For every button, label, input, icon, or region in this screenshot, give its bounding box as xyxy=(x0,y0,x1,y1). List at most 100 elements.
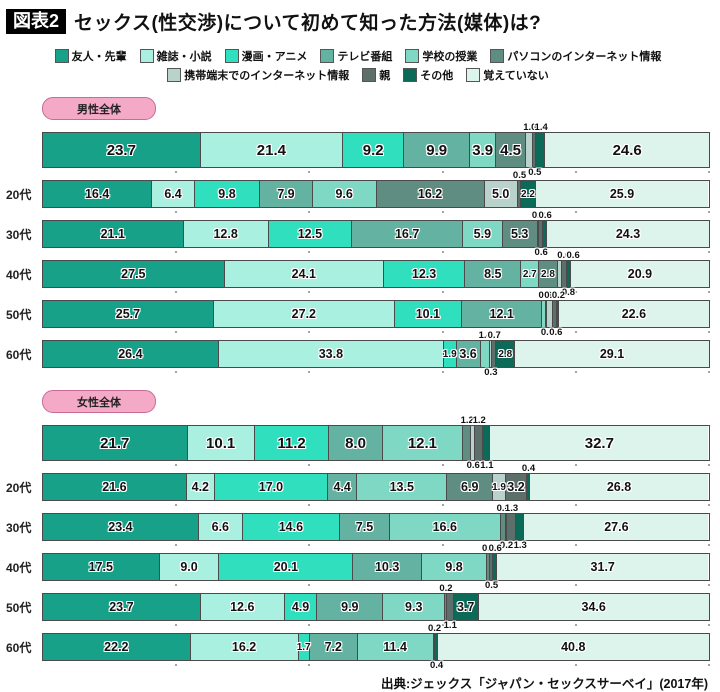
value-callout: 1.3 xyxy=(504,503,519,514)
legend-row-1: 友人・先輩 雑誌・小説 漫画・アニメ テレビ番組 学校の授業 パソコンのインターネット情報 xyxy=(54,48,661,64)
bar-segment: 4.2 xyxy=(186,474,215,500)
axis-tick xyxy=(308,544,311,546)
bar-segment: 31.7 xyxy=(497,554,709,580)
axis-tick xyxy=(175,464,178,466)
bar-segment: 23.7 xyxy=(43,133,201,167)
source-caption: 出典:ジェックス「ジャパン・セックスサーベイ」(2017年) xyxy=(380,677,708,691)
bar-segment: 9.8 xyxy=(421,554,488,580)
bar-segment: 9.9 xyxy=(317,594,384,620)
legend-label: 親 xyxy=(379,70,391,82)
value-callout: 0.6 xyxy=(488,543,502,554)
value-label: 17.5 xyxy=(88,560,113,574)
value-callout: 0.6 xyxy=(557,250,571,261)
value-label: 27.2 xyxy=(291,307,317,321)
axis-tick xyxy=(574,211,577,213)
value-label: 8.5 xyxy=(484,267,502,281)
bar-segment: 9.8 xyxy=(194,181,261,207)
bar-segment: 14.6 xyxy=(242,514,341,540)
legend-item: 親 xyxy=(362,67,390,83)
bar-segment xyxy=(532,133,537,167)
axis-tick xyxy=(574,664,577,666)
value-label: 29.1 xyxy=(599,347,625,361)
value-callout: 0.6 xyxy=(534,246,548,258)
legend-label: 雑誌・小説 xyxy=(156,51,212,63)
value-label: 7.2 xyxy=(324,640,342,654)
value-label: 31.7 xyxy=(590,560,615,574)
age-label: 50代 xyxy=(6,600,32,615)
bar-segment: 24.6 xyxy=(545,133,710,167)
value-label: 20.9 xyxy=(627,267,653,281)
stacked-bar: 25.7 27.2 10.1 12.1 0.6 0.1 0.9 0.6 0.2 22.6 xyxy=(42,291,710,337)
value-callout: 1.1 xyxy=(443,619,457,631)
value-label: 3.6 xyxy=(459,347,477,361)
bar-segment xyxy=(433,634,435,660)
axis-tick xyxy=(175,171,178,173)
axis-tick xyxy=(708,464,710,466)
value-label: 12.5 xyxy=(297,227,323,241)
bar-segment: 4.5 xyxy=(496,133,527,167)
bar-segment xyxy=(480,341,490,367)
bar-segment: 21.6 xyxy=(43,474,187,500)
axis-tick xyxy=(308,464,311,466)
bar-segment xyxy=(489,554,494,580)
value-label: 16.2 xyxy=(417,187,443,201)
bar-segment: 23.7 xyxy=(43,594,201,620)
value-callout: 0.3 xyxy=(484,366,498,378)
axis-tick xyxy=(175,251,178,253)
bar-segment xyxy=(515,514,525,540)
value-callout: 0.6 xyxy=(538,290,552,301)
value-label: 25.9 xyxy=(609,187,635,201)
value-label: 21.7 xyxy=(100,434,130,452)
value-label: 22.6 xyxy=(621,307,647,321)
value-label: 4.4 xyxy=(333,480,351,494)
axis-tick xyxy=(441,544,444,546)
axis-tick xyxy=(308,331,311,333)
axis-tick xyxy=(441,251,444,253)
value-label: 7.5 xyxy=(355,520,374,534)
value-callout: 0.2 xyxy=(551,290,566,301)
axis-tick xyxy=(308,211,311,213)
bar-segment: 3.9 xyxy=(470,133,497,167)
figure-number-tag: 図表2 xyxy=(6,8,67,35)
axis-tick xyxy=(574,504,577,506)
bar-segment: 12.1 xyxy=(382,426,464,460)
stacked-bar: 22.2 16.2 1.7 7.2 11.4 0.2 0.4 40.8 xyxy=(42,624,710,670)
chart-header: 図表2 セックス(性交渉)について初めて知った方法(媒体)は? xyxy=(6,8,710,35)
bar-segment: 3.2 xyxy=(505,474,528,500)
bar-segment: 13.5 xyxy=(357,474,448,500)
value-label: 32.7 xyxy=(584,434,614,452)
value-callout: 0.2 xyxy=(499,539,514,551)
bar-segment: 10.1 xyxy=(394,301,462,327)
axis-tick xyxy=(441,504,444,506)
bar-row: 50代 25.7 27.2 10.1 12.1 0.6 0.1 0.9 0.6 0.2 22.6 xyxy=(6,291,710,337)
value-label: 10.3 xyxy=(374,560,400,574)
legend-swatch-icon xyxy=(224,49,239,63)
axis-tick xyxy=(175,664,178,666)
bar-segment xyxy=(487,554,490,580)
legend-item: テレビ番組 xyxy=(320,48,392,64)
bar-segment: 21.1 xyxy=(43,221,184,247)
value-callout: 0.2 xyxy=(531,210,546,221)
group-female: 女性全体 21.7 10.1 11.2 8.0 12.1 1.2 0.6 1.2 1.1 32.7… xyxy=(6,390,710,670)
bar-segment: 16.7 xyxy=(352,221,464,247)
bar-segment: 16.2 xyxy=(190,634,299,660)
value-callout: 0.5 xyxy=(528,166,542,178)
axis-tick xyxy=(308,371,311,373)
group-badge-male: 男性全体 xyxy=(42,97,156,120)
value-label: 4.5 xyxy=(500,141,521,159)
bar-segment: 6.9 xyxy=(447,474,494,500)
value-label: 16.4 xyxy=(84,187,110,201)
bar-segment: 7.2 xyxy=(309,634,358,660)
axis-tick xyxy=(175,371,178,373)
bar-segment: 17.5 xyxy=(43,554,160,580)
bar-segment: 3.7 xyxy=(453,594,479,620)
bar-segment: 24.1 xyxy=(224,261,384,287)
bar-segment xyxy=(434,634,438,660)
axis-tick xyxy=(175,544,178,546)
axis-tick xyxy=(308,664,311,666)
value-label: 7.9 xyxy=(277,187,295,201)
value-label: 12.6 xyxy=(230,600,255,614)
bar-segment xyxy=(537,221,540,247)
value-callout: 0.6 xyxy=(549,326,563,338)
value-label: 40.8 xyxy=(561,640,586,654)
